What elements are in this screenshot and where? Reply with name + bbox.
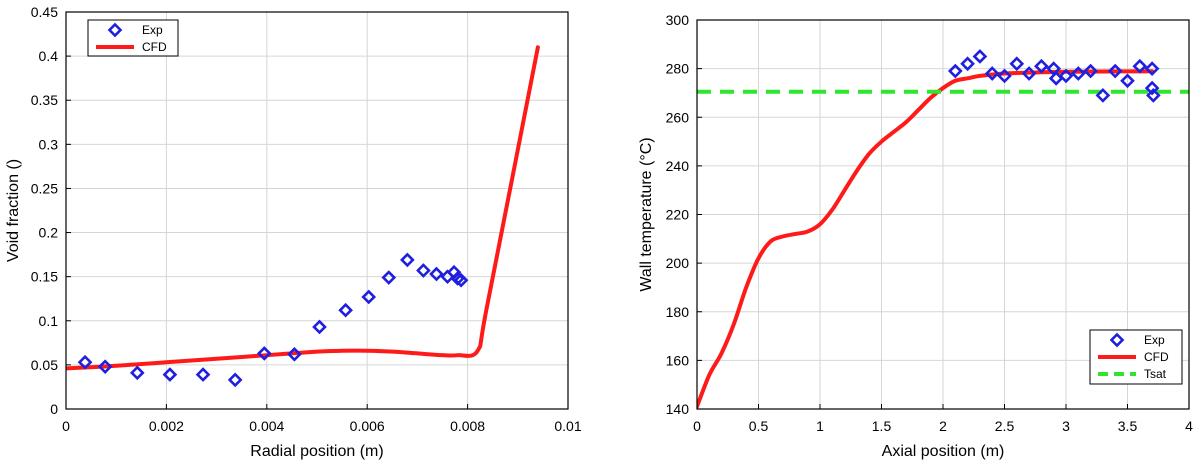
data-point-exp [947, 63, 963, 79]
series-group [697, 49, 1189, 409]
x-tick-label: 1 [816, 418, 824, 434]
y-tick-label: 300 [666, 12, 690, 28]
data-point-exp [1144, 61, 1160, 76]
legend: Exp CFD Tsat [1089, 329, 1183, 385]
data-point-exp [227, 372, 243, 388]
x-tick-label: 0.004 [249, 418, 284, 434]
data-point-exp [1009, 56, 1025, 72]
x-tick-label: 0.01 [554, 418, 581, 434]
legend-label-tsat: Tsat [1144, 367, 1167, 381]
data-point-exp [338, 302, 353, 318]
legend-label-exp: Exp [142, 23, 163, 37]
data-point-exp [312, 319, 327, 335]
x-tick-label: 4 [1185, 418, 1193, 434]
y-axis-label: Wall temperature (°C) [638, 137, 655, 291]
y-tick-label: 280 [666, 61, 690, 77]
x-tick-label: 2.5 [995, 418, 1015, 434]
y-tick-label: 160 [666, 352, 690, 368]
data-point-exp [416, 263, 431, 278]
data-point-exp [381, 270, 397, 285]
data-point-exp [1144, 80, 1160, 96]
data-point-exp [1058, 68, 1074, 84]
data-point-exp [997, 68, 1012, 84]
y-tick-label: 260 [666, 109, 690, 125]
plot-frame [65, 11, 569, 410]
data-point-exp [1132, 58, 1148, 74]
x-tick-label: 1.5 [872, 418, 892, 434]
y-tick-label: 0.35 [31, 92, 58, 108]
y-tick-label: 0.2 [39, 225, 59, 241]
data-point-exp [97, 359, 113, 374]
y-tick-label: 180 [666, 304, 690, 320]
data-point-exp [1145, 88, 1161, 103]
y-tick-label: 240 [666, 158, 690, 174]
x-tick-label: 3 [1062, 418, 1070, 434]
data-point-exp [1095, 88, 1111, 103]
x-tick-label: 0.008 [450, 418, 485, 434]
x-tick-label: 0 [693, 418, 701, 434]
x-tick-label: 0.006 [350, 418, 385, 434]
y-tick-label: 0.05 [31, 357, 58, 373]
data-point-exp [1034, 58, 1049, 74]
data-point-exp [287, 346, 302, 362]
y-tick-label: 140 [666, 401, 690, 417]
y-tick-label: 0.25 [31, 180, 58, 196]
data-point-exp [984, 66, 1000, 81]
y-axis-label: Void fraction () [5, 159, 22, 262]
data-point-exp [361, 289, 377, 305]
x-tick-label: 2 [939, 418, 947, 434]
legend: Exp CFD [87, 19, 179, 57]
data-point-exp [256, 346, 272, 361]
legend-label-cfd: CFD [1144, 350, 1169, 364]
y-tick-label: 0.15 [31, 269, 58, 285]
y-tick-label: 0.1 [39, 313, 59, 329]
legend-marker-exp [1109, 332, 1125, 348]
y-tick-label: 220 [666, 207, 690, 223]
data-point-exp [1120, 73, 1135, 89]
chart-panel-1: 0 0.002 0.004 0.006 0.008 0.01 0 0.05 0.1 0.15 0.2… [5, 4, 582, 460]
data-point-exp [195, 367, 211, 382]
data-point-exp [1107, 63, 1123, 79]
data-point-exp [162, 367, 178, 382]
x-tick-label: 3.5 [1118, 418, 1138, 434]
data-point-exp [77, 354, 93, 370]
x-tick-label: 0.5 [749, 418, 769, 434]
x-tick-label: 0 [62, 418, 70, 434]
y-tick-label: 200 [666, 255, 690, 271]
series-line-cfd [66, 45, 540, 371]
data-point-exp [453, 272, 469, 288]
data-point-exp [400, 252, 415, 268]
data-point-exp [960, 56, 975, 72]
x-tick-label: 0.002 [149, 418, 184, 434]
legend-label-cfd: CFD [142, 40, 167, 54]
series-line-cfd [697, 69, 1155, 409]
grid [66, 12, 568, 409]
y-tick-label: 0.4 [39, 48, 59, 64]
y-tick-label: 0 [50, 401, 58, 417]
data-point-exp [1070, 66, 1086, 81]
y-tick-label: 0.45 [31, 4, 58, 20]
legend-marker-exp [107, 22, 123, 38]
legend-box [87, 19, 179, 57]
data-point-exp [1021, 66, 1037, 81]
series-group [66, 45, 540, 388]
legend-label-exp: Exp [1144, 333, 1165, 347]
data-point-exp [972, 49, 988, 64]
y-tick-label: 0.3 [39, 136, 59, 152]
data-point-exp [1083, 63, 1098, 79]
data-point-exp [429, 266, 444, 282]
x-axis-label: Radial position (m) [250, 443, 383, 460]
data-point-exp [129, 365, 145, 381]
x-axis-label: Axial position (m) [882, 443, 1005, 460]
chart-panel-2: 0 0.5 1 1.5 2 2.5 3 3.5 4 140 160 180 200 220 240 260 28… [638, 12, 1193, 460]
